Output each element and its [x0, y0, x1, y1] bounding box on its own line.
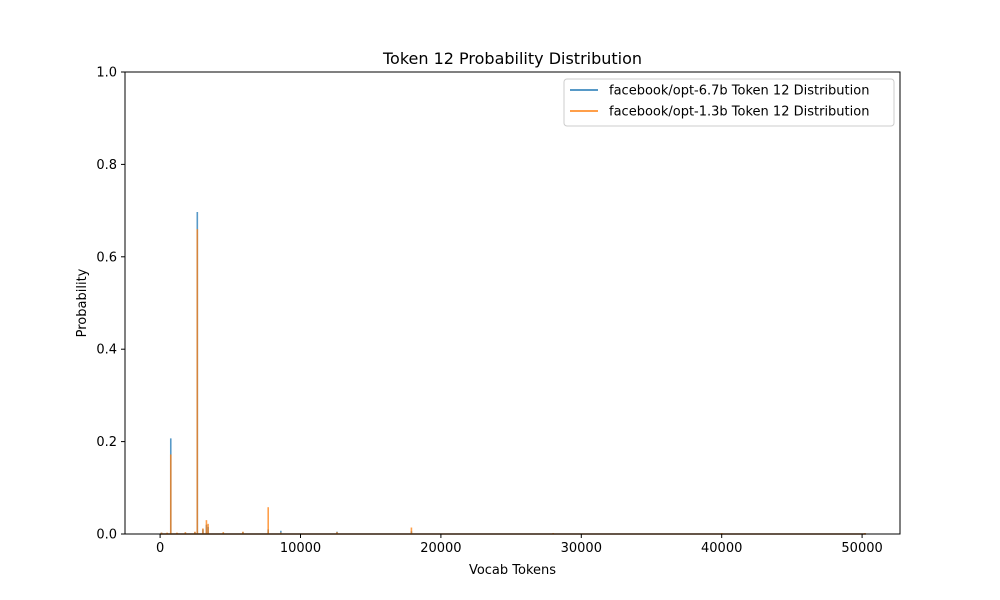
y-axis-label: Probability: [75, 268, 90, 337]
legend-box: [563, 78, 895, 127]
y-tick-label-2: 0.2: [96, 435, 117, 450]
legend-label-2: facebook/opt-1.3b Token 12 Distribution: [609, 105, 869, 120]
chart-title: Token 12 Probability Distribution: [382, 49, 642, 68]
y-axis: 0.0 0.2 0.4 0.6 0.8 1.0: [96, 66, 125, 543]
x-tick-label-5: 40000: [701, 541, 742, 556]
x-axis: 0 10000 20000 30000 40000 50000: [156, 534, 883, 556]
x-axis-label: Vocab Tokens: [469, 563, 556, 578]
y-tick-label-6: 1.0: [96, 66, 117, 81]
x-tick-label-3: 20000: [420, 541, 461, 556]
x-tick-label-2: 10000: [280, 541, 321, 556]
y-tick-label-4: 0.6: [96, 250, 117, 265]
x-tick-label-6: 50000: [841, 541, 882, 556]
axes-frame: [124, 71, 901, 535]
x-tick-label-4: 30000: [561, 541, 602, 556]
legend: facebook/opt-6.7b Token 12 Distribution f…: [563, 78, 895, 127]
legend-label-1: facebook/opt-6.7b Token 12 Distribution: [609, 84, 869, 99]
y-tick-label-1: 0.0: [96, 528, 117, 543]
y-tick-label-5: 0.8: [96, 158, 117, 173]
x-tick-label-1: 0: [156, 541, 164, 556]
y-tick-label-3: 0.4: [96, 343, 117, 358]
